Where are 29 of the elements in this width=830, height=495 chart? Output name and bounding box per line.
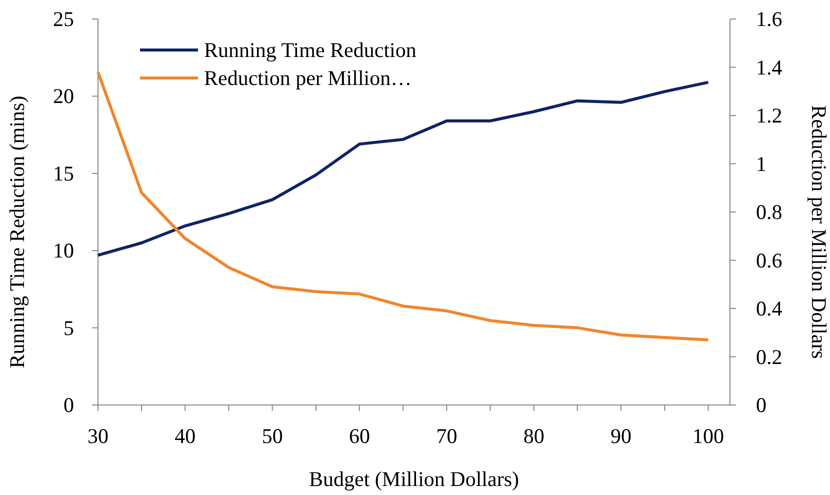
y2-tick-label: 1 [756, 152, 766, 176]
x-tick-label: 30 [88, 424, 108, 448]
y2-tick-label: 0.6 [756, 248, 782, 272]
y-axis-title: Running Time Reduction (mins) [5, 96, 29, 368]
legend-label: Reduction per Million… [204, 66, 412, 90]
y2-tick-label: 1.6 [756, 7, 782, 31]
x-tick-label: 40 [174, 424, 196, 448]
x-tick-label: 70 [436, 424, 458, 448]
y2-tick-label: 1.2 [756, 104, 782, 128]
y-tick-label: 20 [53, 84, 74, 108]
y2-tick-label: 0.4 [756, 296, 783, 320]
y2-tick-label: 0.2 [756, 344, 782, 369]
x-tick-label: 80 [523, 424, 544, 448]
y-tick-label: 10 [53, 238, 74, 263]
x-tick-label: 60 [349, 424, 370, 448]
y-tick-label: 15 [53, 161, 74, 186]
y2-axis-title: Reduction per Million Dollars [807, 105, 830, 359]
y-tick-label: 5 [64, 316, 74, 340]
y-tick-label: 0 [64, 393, 74, 417]
y2-tick-label: 0 [756, 393, 766, 417]
y-tick-label: 25 [53, 7, 74, 31]
x-tick-label: 90 [610, 424, 632, 448]
line-series [96, 70, 710, 342]
x-tick-label: 100 [692, 424, 724, 448]
y2-tick-label: 1.4 [756, 55, 783, 80]
x-tick-label: 50 [262, 424, 283, 448]
legend-label: Running Time Reduction [204, 38, 417, 62]
x-axis-title: Budget (Million Dollars) [309, 467, 519, 491]
y2-tick-label: 0.8 [756, 200, 782, 224]
